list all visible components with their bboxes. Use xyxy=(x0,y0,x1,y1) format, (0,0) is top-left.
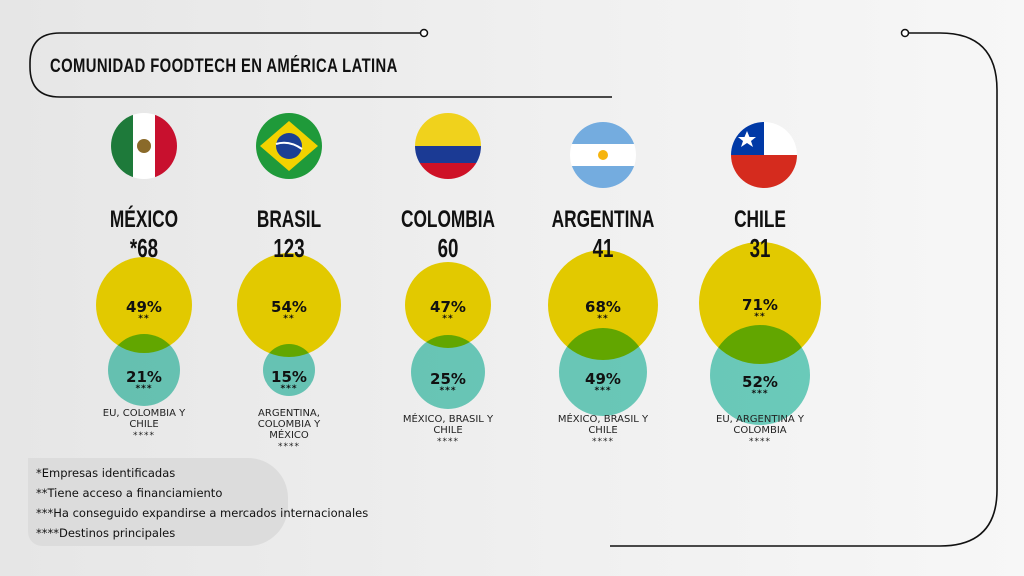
page-title: COMUNIDAD FOODTECH EN AMÉRICA LATINA xyxy=(50,56,398,77)
financing-percent: 71% xyxy=(742,296,778,314)
financing-percent: 49% xyxy=(126,298,162,316)
financing-value: 68% ** xyxy=(563,299,643,324)
country-name: ARGENTINA xyxy=(551,206,655,233)
destinations-mark: **** xyxy=(133,431,155,441)
financing-mark: ** xyxy=(283,314,295,324)
country-header: ARGENTINA 41 xyxy=(523,206,683,264)
financing-percent: 54% xyxy=(271,298,307,316)
financing-mark: ** xyxy=(442,314,454,324)
destinations-mark: **** xyxy=(278,442,300,452)
country-header: BRASIL 123 xyxy=(209,206,369,264)
destinations-mark: **** xyxy=(592,437,614,447)
financing-circle xyxy=(237,253,341,357)
destinations: ARGENTINA, COLOMBIA Y MÉXICO **** xyxy=(224,408,354,452)
destinations: MÉXICO, BRASIL Y CHILE **** xyxy=(538,414,668,447)
destinations-text: EU, COLOMBIA Y CHILE xyxy=(102,408,186,430)
legend-item: ***Ha conseguido expandirse a mercados i… xyxy=(36,506,369,520)
legend-item: *Empresas identificadas xyxy=(36,466,176,480)
country-header: CHILE 31 xyxy=(680,206,840,264)
country-header: COLOMBIA 60 xyxy=(368,206,528,264)
legend-item: ****Destinos principales xyxy=(36,526,176,540)
international-mark: *** xyxy=(439,386,457,396)
mexico-flag xyxy=(111,113,177,179)
international-percent: 52% xyxy=(742,373,778,391)
argentina-flag xyxy=(570,122,636,188)
country-name: MÉXICO xyxy=(109,206,179,233)
financing-percent: 68% xyxy=(585,298,621,316)
legend-item: **Tiene acceso a financiamiento xyxy=(36,486,223,500)
international-circle xyxy=(559,328,647,416)
financing-circle xyxy=(699,242,821,364)
financing-mark: ** xyxy=(754,312,766,322)
financing-circle xyxy=(548,250,658,360)
destinations-text: ARGENTINA, COLOMBIA Y MÉXICO xyxy=(257,408,321,441)
international-mark: *** xyxy=(280,384,298,394)
financing-circle xyxy=(405,262,491,348)
financing-value: 71% ** xyxy=(720,297,800,322)
country-name: COLOMBIA xyxy=(400,206,496,233)
destinations-text: EU, ARGENTINA Y COLOMBIA xyxy=(716,414,804,436)
colombia-flag xyxy=(415,113,481,179)
company-count: 31 xyxy=(749,233,771,263)
company-count: 123 xyxy=(273,233,305,263)
country-name: BRASIL xyxy=(256,206,322,233)
international-percent: 15% xyxy=(271,368,307,386)
international-circle xyxy=(710,325,810,425)
destinations-text: MÉXICO, BRASIL Y CHILE xyxy=(557,414,649,436)
chile-flag xyxy=(731,122,797,188)
destinations-mark: **** xyxy=(437,437,459,447)
international-circle xyxy=(108,334,180,406)
international-circle xyxy=(263,344,315,396)
international-value: 49% *** xyxy=(563,371,643,396)
international-value: 15% *** xyxy=(249,369,329,394)
financing-mark: ** xyxy=(138,314,150,324)
international-value: 21% *** xyxy=(104,369,184,394)
country-header: MÉXICO *68 xyxy=(64,206,224,264)
company-count: *68 xyxy=(129,233,159,263)
international-mark: *** xyxy=(594,386,612,396)
legend: *Empresas identificadas **Tiene acceso a… xyxy=(28,458,368,546)
financing-value: 54% ** xyxy=(249,299,329,324)
international-value: 52% *** xyxy=(720,374,800,399)
financing-value: 49% ** xyxy=(104,299,184,324)
financing-circle xyxy=(96,257,192,353)
destinations-text: MÉXICO, BRASIL Y CHILE xyxy=(402,414,494,436)
financing-mark: ** xyxy=(597,314,609,324)
company-count: 41 xyxy=(592,233,614,263)
brazil-flag xyxy=(256,113,322,179)
destinations: EU, COLOMBIA Y CHILE **** xyxy=(79,408,209,441)
country-name: CHILE xyxy=(734,206,786,233)
international-percent: 49% xyxy=(585,370,621,388)
international-percent: 25% xyxy=(430,370,466,388)
financing-value: 47% ** xyxy=(408,299,488,324)
international-mark: *** xyxy=(135,384,153,394)
destinations: MÉXICO, BRASIL Y CHILE **** xyxy=(383,414,513,447)
company-count: 60 xyxy=(437,233,459,263)
international-percent: 21% xyxy=(126,368,162,386)
international-circle xyxy=(411,335,485,409)
destinations-mark: **** xyxy=(749,437,771,447)
international-value: 25% *** xyxy=(408,371,488,396)
financing-percent: 47% xyxy=(430,298,466,316)
destinations: EU, ARGENTINA Y COLOMBIA **** xyxy=(695,414,825,447)
international-mark: *** xyxy=(751,389,769,399)
